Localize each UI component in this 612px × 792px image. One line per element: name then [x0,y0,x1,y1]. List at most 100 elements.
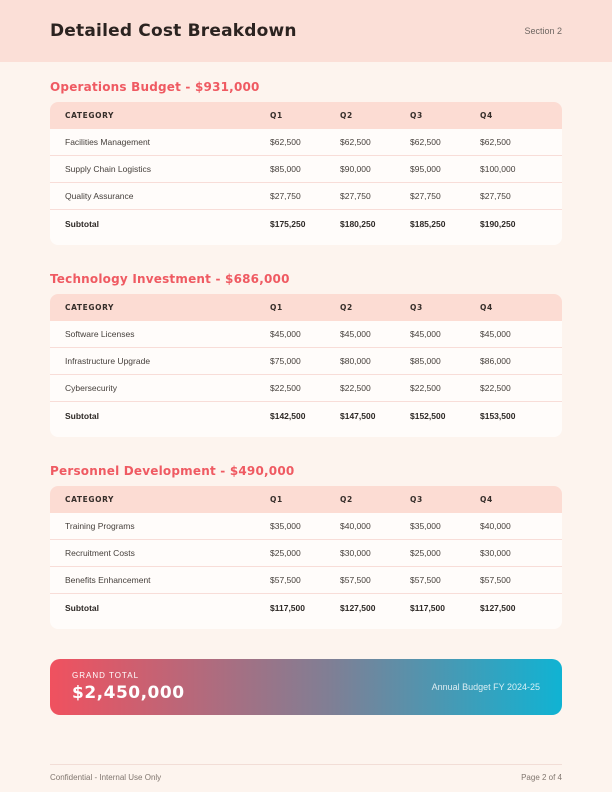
value-cell: $27,750 [410,191,441,201]
value-cell: $62,500 [270,137,301,147]
value-cell: $30,000 [340,548,371,558]
value-cell: $147,500 [340,410,376,421]
value-cell: $85,000 [270,164,301,174]
section-personnel-development: Personnel Development - $490,000 Categor… [50,464,562,629]
value-cell: $100,000 [480,164,516,174]
table-row: Cybersecurity $22,500 $22,500 $22,500 $22,50… [50,375,562,402]
column-header: Q2 [340,303,353,312]
grand-total-banner: GRAND TOTAL $2,450,000 Annual Budget FY … [50,659,562,715]
value-cell: $80,000 [340,356,371,366]
category-cell: Subtotal [65,410,99,421]
table-row: Benefits Enhancement $57,500 $57,500 $57,50… [50,567,562,594]
section-technology-investment: Technology Investment - $686,000 Categor… [50,272,562,437]
grand-total-left: GRAND TOTAL $2,450,000 [72,671,185,703]
value-cell: $45,000 [480,329,511,339]
personnel-development-table: Category Q1 Q2 Q3 Q4 Training Programs $35,000… [50,486,562,629]
value-cell: $45,000 [270,329,301,339]
value-cell: $95,000 [410,164,441,174]
column-header: Q3 [410,303,423,312]
grand-total-amount: $2,450,000 [72,683,185,703]
value-cell: $22,500 [340,383,371,393]
value-cell: $40,000 [340,521,371,531]
category-cell: Subtotal [65,218,99,229]
value-cell: $35,000 [270,521,301,531]
section-title: Personnel Development - $490,000 [50,464,295,478]
value-cell: $127,500 [480,602,516,613]
column-header: Q1 [270,303,283,312]
column-header: Q3 [410,111,423,120]
subtotal-row: Subtotal $117,500 $127,500 $117,500 $127,500 [50,594,562,621]
value-cell: $185,250 [410,218,446,229]
value-cell: $75,000 [270,356,301,366]
page-content: Operations Budget - $931,000 Category Q1 Q… [0,80,612,629]
value-cell: $57,500 [270,575,301,585]
category-cell: Infrastructure Upgrade [65,356,151,366]
footer-confidential-text: Confidential - Internal Use Only [50,773,162,782]
column-header: Category [65,495,115,504]
category-cell: Benefits Enhancement [65,575,151,585]
value-cell: $27,750 [270,191,301,201]
section-title: Technology Investment - $686,000 [50,272,290,286]
value-cell: $22,500 [480,383,511,393]
value-cell: $117,500 [270,602,305,613]
grand-total-note: Annual Budget FY 2024-25 [431,682,540,692]
table-header-row: Category Q1 Q2 Q3 Q4 [50,294,562,321]
value-cell: $90,000 [340,164,371,174]
grand-total-label: GRAND TOTAL [72,671,140,680]
table-header-row: Category Q1 Q2 Q3 Q4 [50,102,562,129]
value-cell: $152,500 [410,410,446,421]
value-cell: $57,500 [480,575,511,585]
column-header: Q2 [340,495,353,504]
column-header: Q3 [410,495,423,504]
category-cell: Cybersecurity [65,383,117,393]
value-cell: $25,000 [270,548,301,558]
column-header: Q4 [480,495,493,504]
value-cell: $85,000 [410,356,441,366]
value-cell: $142,500 [270,410,306,421]
value-cell: $117,500 [410,602,445,613]
page-header: Detailed Cost Breakdown Section 2 [0,0,612,62]
category-cell: Supply Chain Logistics [65,164,151,174]
section-label: Section 2 [524,26,562,36]
table-row: Training Programs $35,000 $40,000 $35,000 $4… [50,513,562,540]
value-cell: $30,000 [480,548,511,558]
value-cell: $180,250 [340,218,376,229]
value-cell: $62,500 [410,137,441,147]
value-cell: $27,750 [340,191,371,201]
category-cell: Training Programs [65,521,135,531]
value-cell: $27,750 [480,191,511,201]
table-row: Software Licenses $45,000 $45,000 $45,000 $4… [50,321,562,348]
page-title: Detailed Cost Breakdown [50,21,297,41]
value-cell: $45,000 [340,329,371,339]
table-row: Supply Chain Logistics $85,000 $90,000 $95,… [50,156,562,183]
table-row: Infrastructure Upgrade $75,000 $80,000 $85,… [50,348,562,375]
section-operations-budget: Operations Budget - $931,000 Category Q1 Q… [50,80,562,245]
value-cell: $45,000 [410,329,441,339]
value-cell: $127,500 [340,602,376,613]
section-title: Operations Budget - $931,000 [50,80,260,94]
category-cell: Software Licenses [65,329,135,339]
value-cell: $40,000 [480,521,511,531]
value-cell: $57,500 [410,575,441,585]
operations-budget-table: Category Q1 Q2 Q3 Q4 Facilities Management $62… [50,102,562,245]
category-cell: Facilities Management [65,137,151,147]
column-header: Q4 [480,303,493,312]
value-cell: $153,500 [480,410,516,421]
column-header: Category [65,111,115,120]
column-header: Q1 [270,495,283,504]
category-cell: Subtotal [65,602,99,613]
value-cell: $35,000 [410,521,441,531]
value-cell: $190,250 [480,218,516,229]
column-header: Q4 [480,111,493,120]
value-cell: $86,000 [480,356,511,366]
category-cell: Quality Assurance [65,191,134,201]
table-row: Recruitment Costs $25,000 $30,000 $25,000 $3… [50,540,562,567]
subtotal-row: Subtotal $175,250 $180,250 $185,250 $190,250 [50,210,562,237]
subtotal-row: Subtotal $142,500 $147,500 $152,500 $153,500 [50,402,562,429]
value-cell: $62,500 [340,137,371,147]
column-header: Q1 [270,111,283,120]
page-footer: Confidential - Internal Use Only Page 2 … [50,764,562,782]
value-cell: $175,250 [270,218,306,229]
value-cell: $22,500 [410,383,441,393]
